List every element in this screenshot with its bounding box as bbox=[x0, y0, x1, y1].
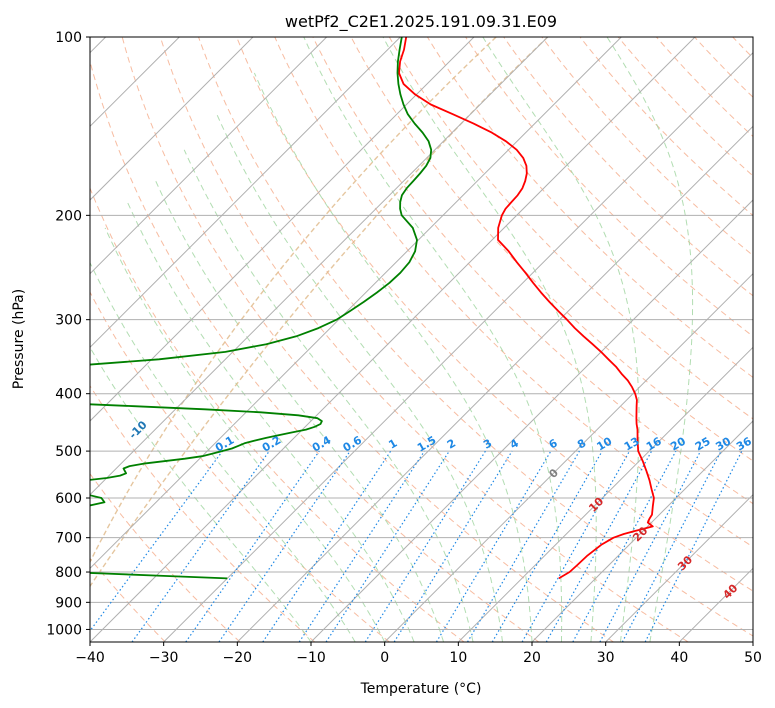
x-tick-label: −40 bbox=[75, 650, 105, 666]
y-axis-ticks: 100 200 300 400 500 600 700 800 900 1000 bbox=[46, 30, 90, 638]
x-tick-label: −10 bbox=[296, 650, 326, 666]
mixing-ratio-line bbox=[491, 450, 603, 642]
dry-adiabats bbox=[90, 37, 753, 642]
y-tick-label: 100 bbox=[55, 30, 82, 46]
isotherm-line bbox=[605, 493, 753, 642]
isotherm-line bbox=[531, 420, 753, 642]
plot-area: 0.10.20.40.611.52346810131620253036-100-… bbox=[90, 37, 754, 642]
moist-adiabat-line bbox=[216, 113, 503, 642]
y-axis-label: Pressure (hPa) bbox=[11, 289, 27, 389]
dry-adiabat-line bbox=[121, 37, 614, 642]
skewed-isotherms bbox=[90, 37, 753, 642]
y-tick-label: 1000 bbox=[46, 622, 82, 638]
isotherm-line bbox=[163, 51, 753, 642]
mixing-ratio-line bbox=[218, 450, 351, 642]
isotherm-line bbox=[90, 37, 622, 570]
mixing-ratio-line bbox=[572, 450, 677, 642]
mixing-ratio-line bbox=[521, 450, 631, 642]
dewpoint-line bbox=[90, 37, 433, 580]
moist-adiabat-line bbox=[126, 201, 415, 642]
x-tick-label: 40 bbox=[670, 650, 688, 666]
plot-frame bbox=[89, 36, 754, 643]
moist-adiabat-line bbox=[253, 72, 533, 642]
dry-adiabat-line bbox=[274, 37, 753, 548]
mixing-ratio-line bbox=[364, 450, 486, 642]
x-tick-label: 30 bbox=[597, 650, 615, 666]
mixing-ratio-line bbox=[325, 450, 450, 642]
moist-adiabats bbox=[90, 37, 694, 642]
x-tick-label: 10 bbox=[449, 650, 467, 666]
y-tick-label: 600 bbox=[55, 491, 82, 507]
x-tick-label: 0 bbox=[380, 650, 389, 666]
isotherm-line bbox=[457, 346, 753, 642]
x-tick-label: −20 bbox=[223, 650, 253, 666]
dry-adiabat-line bbox=[197, 37, 753, 637]
mixing-ratio-line bbox=[185, 450, 320, 642]
dry-adiabat-line bbox=[90, 59, 540, 642]
mixing-ratio-label: 36 bbox=[734, 434, 754, 453]
x-tick-label: 50 bbox=[744, 650, 762, 666]
moist-adiabat-line bbox=[303, 37, 563, 642]
y-tick-label: 500 bbox=[55, 444, 82, 460]
mixing-ratio-line bbox=[466, 450, 580, 642]
pressure-gridlines bbox=[90, 37, 753, 630]
y-tick-label: 200 bbox=[55, 208, 82, 224]
isotherm-line bbox=[90, 37, 328, 275]
reference-curve-line bbox=[90, 37, 497, 564]
dry-adiabat-line bbox=[90, 384, 316, 642]
isotherm-line bbox=[236, 125, 753, 642]
moist-adiabat-line bbox=[382, 37, 597, 642]
moist-adiabat-line bbox=[104, 227, 386, 642]
dry-adiabat-line bbox=[236, 37, 753, 592]
isotherm-line bbox=[90, 37, 475, 422]
plot-background bbox=[90, 37, 753, 642]
x-tick-label: −30 bbox=[149, 650, 179, 666]
moist-adiabat-line bbox=[482, 37, 640, 642]
y-tick-label: 800 bbox=[55, 565, 82, 581]
reference-curves bbox=[90, 37, 549, 588]
x-axis-label: Temperature (°C) bbox=[360, 681, 482, 697]
isotherm-line bbox=[90, 37, 254, 201]
dry-adiabat-line bbox=[159, 37, 689, 642]
isotherm-line bbox=[310, 199, 753, 642]
isotherm-line bbox=[384, 272, 753, 642]
moist-adiabat-line bbox=[606, 37, 694, 642]
y-tick-label: 900 bbox=[55, 595, 82, 611]
isotherm-line bbox=[90, 37, 696, 642]
y-tick-label: 400 bbox=[55, 387, 82, 403]
x-axis-ticks: −40 −30 −20 −10 0 10 20 30 40 50 bbox=[75, 642, 762, 666]
temperature-line bbox=[398, 37, 655, 580]
isotherm-line bbox=[90, 37, 549, 496]
x-tick-label: 20 bbox=[523, 650, 541, 666]
moist-adiabat-line bbox=[90, 261, 356, 642]
reference-curve-line bbox=[90, 37, 549, 588]
dry-adiabat-line bbox=[312, 37, 753, 505]
y-tick-label: 300 bbox=[55, 313, 82, 329]
mixing-ratio-line bbox=[435, 450, 552, 642]
moist-adiabat-line bbox=[90, 346, 312, 642]
dry-adiabat-line bbox=[90, 291, 390, 642]
mixing-ratio-lines bbox=[90, 450, 743, 642]
dry-adiabat-line bbox=[503, 37, 753, 297]
moist-adiabat-line bbox=[155, 180, 445, 642]
mixing-ratio-line bbox=[393, 450, 513, 642]
series-lines bbox=[90, 37, 655, 580]
isotherm-line bbox=[90, 37, 401, 349]
chart-title: wetPf2_C2E1.2025.191.09.31.E09 bbox=[285, 12, 557, 32]
y-tick-label: 700 bbox=[55, 531, 82, 547]
